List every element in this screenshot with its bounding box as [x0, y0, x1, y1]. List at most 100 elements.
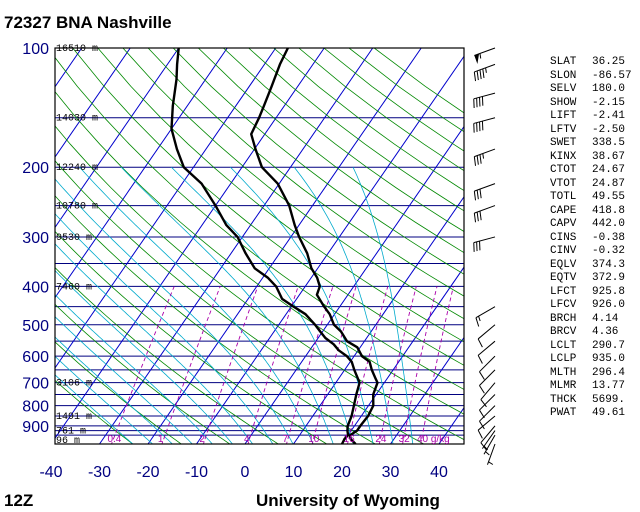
barb-staff [473, 236, 496, 244]
moist-adiabat [293, 166, 394, 444]
barb-full [479, 154, 482, 164]
temperature-tick-label: 10 [285, 464, 303, 481]
mixing-ratio-line [311, 286, 357, 444]
index-row: CINV -0.32 [550, 245, 640, 259]
temperature-tick-label: 30 [382, 464, 400, 481]
wind-barb [479, 355, 496, 380]
index-value: 38.67 [592, 150, 626, 163]
barb-staff [475, 306, 496, 319]
index-name: PWAT [550, 407, 577, 419]
barb-full [476, 190, 479, 200]
moist-adiabat [55, 355, 154, 444]
barb-staff [474, 47, 496, 56]
mixing-ratio-line [161, 286, 221, 444]
index-name: CAPV [550, 218, 577, 230]
barb-staff [479, 369, 496, 386]
moist-adiabat [352, 167, 414, 444]
index-row: MLMR 13.77 [550, 380, 640, 394]
mixing-ratio-label: 7 [282, 434, 288, 445]
index-row: BRCV 4.36 [550, 326, 640, 340]
wind-barb [473, 92, 496, 109]
index-value: 49.55 [592, 191, 626, 203]
barb-full [476, 70, 479, 81]
wind-barb [475, 306, 496, 327]
wind-barb [473, 183, 496, 201]
wind-barb [474, 47, 496, 64]
dry-adiabat [122, 48, 464, 320]
barb-full [479, 385, 485, 394]
index-row: LFTV -2.50 [550, 124, 640, 138]
isobars [55, 48, 464, 444]
barb-pennant [474, 53, 480, 64]
dry-adiabat [55, 341, 182, 444]
index-value: -2.41 [592, 110, 626, 122]
barb-staff [474, 205, 496, 214]
mixing-ratio-line [347, 286, 389, 444]
barb-staff [479, 355, 496, 373]
data-source: University of Wyoming [256, 491, 440, 510]
isotherm-line [293, 196, 464, 444]
moist-adiabat [55, 270, 234, 444]
index-name: MLMR [550, 380, 577, 392]
height-label: 96 m [56, 436, 80, 447]
barb-staff [473, 92, 496, 100]
index-value: 935.0 [592, 353, 626, 365]
barb-full [473, 156, 477, 166]
dry-adiabat [223, 48, 464, 232]
moist-adiabat [55, 213, 274, 444]
mixing-ratio-line [202, 286, 259, 444]
index-value: -0.32 [592, 245, 626, 257]
dry-adiabat [55, 56, 464, 390]
height-label: 14030 m [56, 114, 98, 125]
index-row: MLTH 296.4 [550, 367, 640, 381]
barb-half [488, 461, 494, 465]
moist-adiabat [55, 294, 213, 444]
index-value: 180.0 [592, 83, 626, 95]
index-value: 5699. [592, 393, 626, 406]
wind-barb [479, 405, 496, 430]
barb-staff [474, 148, 496, 158]
barb-full [479, 210, 482, 221]
mixing-ratio-label: 10 [308, 434, 320, 445]
barb-staff [487, 443, 496, 465]
dry-adiabat [147, 48, 464, 297]
dewpoint-trace [170, 48, 361, 444]
index-name: SELV [550, 83, 577, 95]
isotherm-line [390, 336, 464, 444]
barb-full [477, 355, 483, 364]
index-name: CTOT [550, 164, 577, 176]
wind-barb [477, 340, 496, 364]
mixing-ratio-line [111, 286, 175, 444]
index-value: -0.38 [592, 231, 626, 244]
index-name: EQTV [550, 272, 577, 284]
index-row: SWET 338.5 [550, 137, 640, 151]
index-row: LIFT -2.41 [550, 110, 640, 124]
wind-barb [477, 415, 496, 439]
barb-staff [477, 340, 496, 356]
barb-half [479, 53, 482, 59]
index-name: CINV [550, 245, 577, 257]
index-name: THCK [550, 393, 577, 406]
wind-barb [483, 434, 496, 456]
moist-adiabat [55, 336, 173, 444]
wind-barb [473, 63, 496, 82]
index-name: SLAT [550, 56, 577, 68]
index-value: 925.8 [592, 285, 626, 298]
station-title: 72327 BNA Nashville [4, 13, 172, 32]
moist-adiabat [55, 243, 254, 444]
height-label: 3106 m [56, 379, 92, 390]
stability-indices: SLAT 36.25 SLON -86.57 SELV 180.0 SHOW -2.15 LIF… [550, 56, 640, 421]
barb-staff [480, 425, 496, 444]
index-row: SLAT 36.25 [550, 56, 640, 70]
isotherm-line [55, 48, 325, 440]
dry-adiabat [97, 48, 464, 343]
index-row: TOTL 49.55 [550, 191, 640, 205]
index-value: 296.4 [592, 366, 626, 379]
mixing-ratio-label: 16 [344, 434, 356, 445]
index-value: 926.0 [592, 299, 626, 311]
index-row: KINX 38.67 [550, 151, 640, 165]
mixing-ratio-label: 40 g/kg [417, 434, 450, 445]
index-value: 374.3 [592, 258, 626, 271]
height-label: 12240 m [56, 163, 98, 174]
pressure-tick-label: 400 [22, 279, 49, 296]
